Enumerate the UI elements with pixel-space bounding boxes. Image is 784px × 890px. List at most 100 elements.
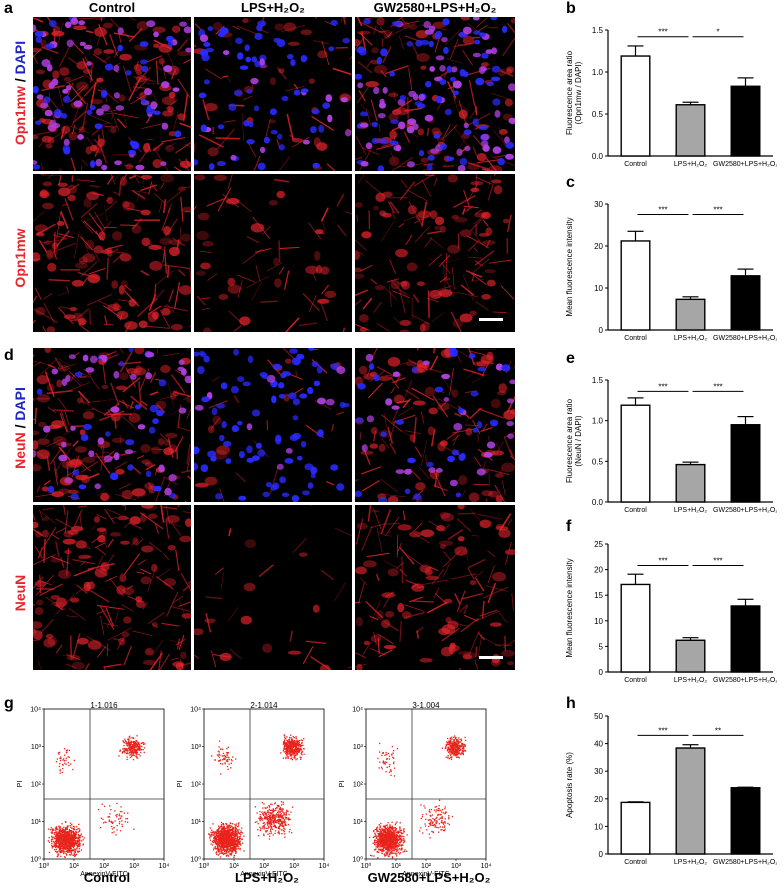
category-label: LPS+H₂O₂ <box>674 677 708 684</box>
bar-0 <box>620 583 651 673</box>
y-axis-label: Apoptosis rate (%) <box>565 752 574 818</box>
category-label: Control <box>624 507 647 514</box>
flow-x-tick: 10³ <box>289 863 300 870</box>
panel-letter-c: c <box>566 174 575 191</box>
y-tick-label: 0.5 <box>592 110 604 119</box>
flow-y-label: PI <box>177 781 184 788</box>
flow-plot-2: 2-1.014 10⁰ 10¹ 10² 10³ 10⁴ 10⁰ 10¹ 10² 10³ 10⁴ Ann… <box>177 701 330 878</box>
flow-x-tick: 10⁴ <box>159 863 170 870</box>
row-label-opn: Opn1mw <box>12 228 28 288</box>
panel-letter-f: f <box>566 518 572 535</box>
y-tick-label: 25 <box>594 540 603 549</box>
y-tick-label: 1.0 <box>592 417 604 426</box>
flow-y-tick: 10² <box>191 782 202 789</box>
flow-y-tick: 10³ <box>31 744 42 751</box>
flow-y-tick: 10¹ <box>31 819 42 826</box>
bar-chart-f: 0 5 10 15 20 25 Mean fluorescence intensity Con… <box>565 540 777 684</box>
bar-chart-h: 0 10 20 30 40 50 Apoptosis rate (%) Control LPS+… <box>565 712 777 866</box>
bar-2 <box>730 424 761 503</box>
significance-label: ** <box>715 726 721 735</box>
bar-0 <box>620 240 651 331</box>
flow-x-tick: 10¹ <box>391 863 402 870</box>
row-label-neun-dapi-dapi: DAPI <box>12 387 28 421</box>
y-tick-label: 5 <box>599 642 604 651</box>
category-label: LPS+H₂O₂ <box>674 859 708 866</box>
y-axis-label: (NeuN / DAPI) <box>574 415 583 466</box>
y-tick-label: 0 <box>599 326 604 335</box>
row-label-neun: NeuN <box>12 574 28 612</box>
flow-plot-title: 3-1.004 <box>412 701 440 710</box>
bar-1 <box>675 298 706 331</box>
bar-0 <box>620 801 651 855</box>
y-tick-label: 10 <box>594 822 603 831</box>
bar-2 <box>730 275 761 331</box>
flow-y-tick: 10⁴ <box>352 707 363 714</box>
y-tick-label: 1.0 <box>592 68 604 77</box>
flow-plot-label: Control <box>83 870 131 885</box>
y-tick-label: 10 <box>594 284 603 293</box>
y-tick-label: 50 <box>594 712 603 721</box>
row-label-neun-dapi-sep: / <box>12 420 28 433</box>
micrograph-opn-merge-lps <box>194 17 352 171</box>
significance-label: * <box>716 28 719 37</box>
flow-x-tick: 10² <box>421 863 432 870</box>
bar-2 <box>730 85 761 157</box>
significance-label: *** <box>658 206 667 215</box>
flow-y-label: PI <box>17 781 24 788</box>
bar-2 <box>730 605 761 673</box>
category-label: GW2580+LPS+H₂O₂ <box>713 507 777 514</box>
micrograph-opn-red-gw <box>355 174 515 332</box>
category-label: GW2580+LPS+H₂O₂ <box>713 335 777 342</box>
flow-x-label: AnnexinV-FITC <box>240 871 287 878</box>
bar-chart-c: 0 10 20 30 Mean fluorescence intensity Contro… <box>565 200 777 342</box>
flow-y-tick: 10² <box>353 782 364 789</box>
y-tick-label: 30 <box>594 200 603 209</box>
row-label-opn-dapi-main: Opn1mw <box>12 86 28 146</box>
column-header-gw: GW2580+LPS+H₂O₂ <box>373 0 497 15</box>
flow-plot-label: LPS+H₂O₂ <box>235 870 299 885</box>
significance-label: *** <box>658 726 667 735</box>
bar-1 <box>675 104 706 157</box>
category-label: GW2580+LPS+H₂O₂ <box>713 859 777 866</box>
bar-1 <box>675 463 706 503</box>
y-tick-label: 10 <box>594 617 603 626</box>
row-label-opn-dapi-dapi: DAPI <box>12 40 28 75</box>
bar-0 <box>620 404 651 503</box>
panel-letter-g: g <box>4 695 14 712</box>
panel-letter-d: d <box>4 347 14 364</box>
y-tick-label: 0.5 <box>592 457 604 466</box>
flow-x-tick: 10¹ <box>69 863 80 870</box>
flow-y-tick: 10⁰ <box>352 856 363 864</box>
significance-label: *** <box>658 28 667 37</box>
flow-x-tick: 10⁴ <box>319 863 330 870</box>
category-label: Control <box>624 161 647 168</box>
category-label: LPS+H₂O₂ <box>674 335 708 342</box>
flow-x-tick: 10² <box>259 863 270 870</box>
column-header-control: Control <box>88 0 136 15</box>
flow-y-tick: 10³ <box>191 744 202 751</box>
y-axis-label: (Opn1mw / DAPI) <box>574 61 583 124</box>
bar-chart-e: 0.0 0.5 1.0 1.5 Fluorescence area ratio (NeuN… <box>565 376 777 514</box>
y-tick-label: 0.0 <box>592 498 604 507</box>
row-label-neun-dapi-main: NeuN <box>12 432 28 469</box>
y-tick-label: 0 <box>599 850 604 859</box>
flow-x-label: AnnexinV-FITC <box>402 871 449 878</box>
flow-y-tick: 10⁴ <box>30 707 41 714</box>
flow-plot-title: 1-1.016 <box>90 701 118 710</box>
category-label: GW2580+LPS+H₂O₂ <box>713 677 777 684</box>
flow-plot-title: 2-1.014 <box>250 701 278 710</box>
flow-plot-1: 1-1.016 10⁰ 10¹ 10² 10³ 10⁴ 10⁰ 10¹ 10² 10³ 10⁴ Ann… <box>17 701 170 878</box>
flow-y-tick: 10⁴ <box>190 707 201 714</box>
micrograph-neun-red-control <box>33 505 191 670</box>
bar-1 <box>675 747 706 855</box>
category-label: Control <box>624 677 647 684</box>
y-tick-label: 15 <box>594 591 603 600</box>
flow-y-label: PI <box>339 781 346 788</box>
micrograph-opn-red-lps <box>194 174 352 332</box>
y-tick-label: 40 <box>594 740 603 749</box>
flow-x-tick: 10¹ <box>229 863 240 870</box>
category-label: LPS+H₂O₂ <box>674 507 708 514</box>
significance-label: *** <box>658 382 667 391</box>
micrograph-opn-merge-gw <box>355 17 515 171</box>
flow-x-tick: 10⁰ <box>361 862 372 870</box>
